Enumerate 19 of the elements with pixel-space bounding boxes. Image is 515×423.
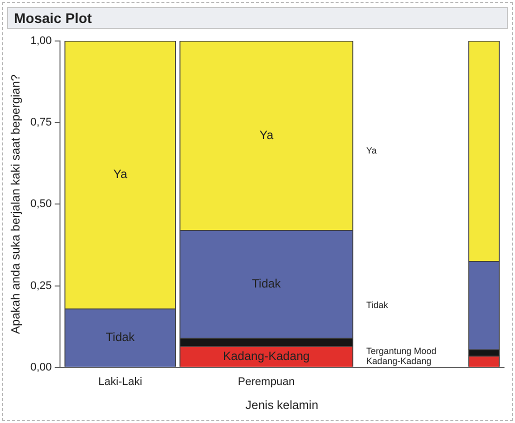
chart-title: Mosaic Plot [7,7,508,29]
series-label: Kadang-Kadang [222,348,310,363]
y-axis-title: Apakah anda suka berjalan kaki saat bepergian? [8,74,23,334]
series-label: Ya [366,146,377,156]
text: Ya [113,167,128,182]
y-tick-label: 0,75 [30,116,52,129]
text: Kadang-Kadang [366,356,432,366]
text: Tidak [252,276,281,290]
series-label: Tergantung Mood [366,346,436,356]
y-tick-label: 0,25 [30,280,52,292]
text: Ya [259,128,274,142]
x-tick-label: Laki-Laki [98,376,142,388]
x-tick-label: Perempuan [238,376,295,388]
y-tick-label: 0,00 [30,361,52,374]
x-axis-title: Jenis kelamin [246,398,318,412]
series-label: Tidak [366,300,388,310]
y-tick-label: 0,50 [30,198,52,210]
y-tick-label: 1,00 [30,35,52,48]
text: Tidak [106,330,135,344]
